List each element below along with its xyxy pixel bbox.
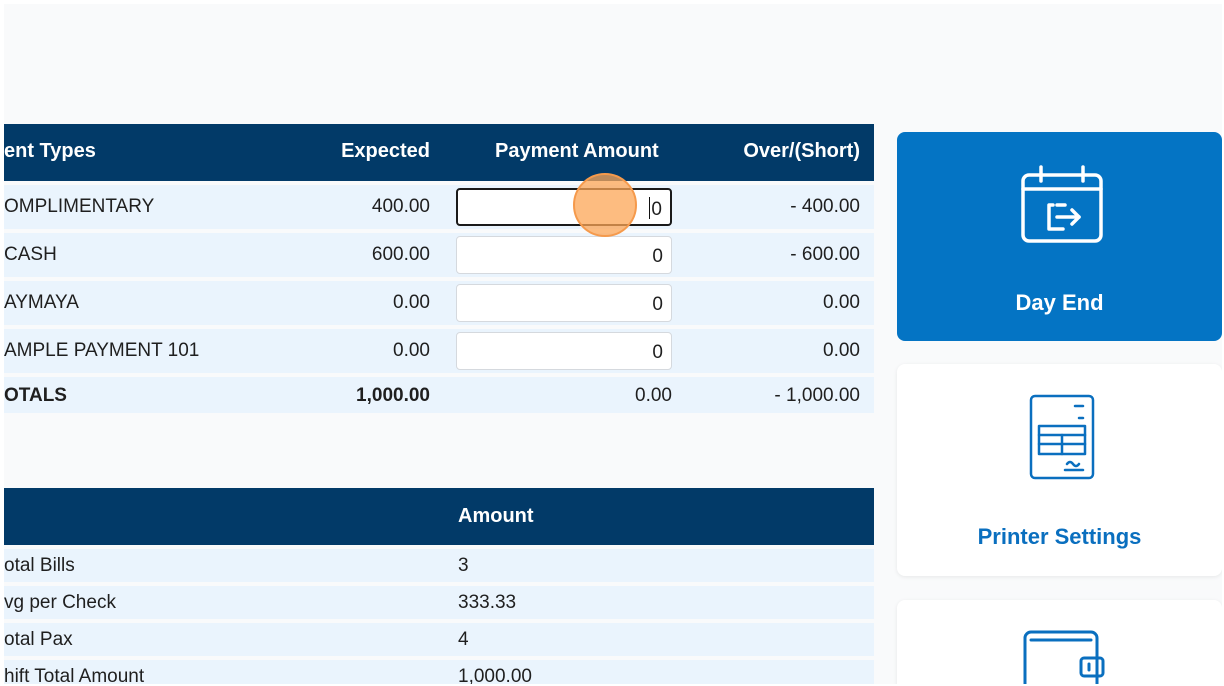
table-row: vg per Check 333.33 — [4, 586, 874, 619]
payment-amount-input[interactable]: 0 — [456, 188, 672, 226]
printer-receipt-icon — [1029, 394, 1095, 480]
summary-label: vg per Check — [4, 592, 116, 613]
shift-summary-table: Amount otal Bills 3 vg per Check 333.33 … — [4, 488, 874, 684]
expected-value: 0.00 — [393, 340, 430, 361]
main-frame: ent Types Expected Payment Amount Over/(… — [4, 4, 1222, 684]
payment-amount-value: 0 — [651, 199, 662, 220]
totals-over-short: - 1,000.00 — [774, 385, 860, 406]
header-payment-amount: Payment Amount — [495, 140, 659, 162]
payment-amount-input[interactable]: 0 — [456, 332, 672, 370]
expected-value: 400.00 — [371, 196, 430, 217]
text-caret — [649, 197, 650, 219]
summary-amount: 1,000.00 — [458, 666, 532, 684]
table-row: otal Bills 3 — [4, 549, 874, 582]
summary-table-header: Amount — [4, 488, 874, 545]
totals-row: OTALS 1,000.00 0.00 - 1,000.00 — [4, 377, 874, 413]
expected-value: 600.00 — [371, 244, 430, 265]
summary-label: otal Pax — [4, 629, 73, 650]
over-short-value: 0.00 — [823, 292, 860, 313]
over-short-value: - 600.00 — [790, 244, 860, 265]
calendar-exit-icon — [1021, 165, 1103, 243]
printer-settings-button[interactable]: Printer Settings — [897, 364, 1222, 576]
summary-label: hift Total Amount — [4, 666, 145, 684]
day-end-button[interactable]: Day End — [897, 132, 1222, 341]
totals-payment: 0.00 — [635, 385, 672, 406]
header-payment-types: ent Types — [4, 140, 96, 162]
wallet-button[interactable] — [897, 600, 1222, 684]
table-row: AMPLE PAYMENT 101 0.00 0 0.00 — [4, 329, 874, 373]
payment-type-name: CASH — [4, 244, 57, 265]
table-row: AYMAYA 0.00 0 0.00 — [4, 281, 874, 325]
day-end-label: Day End — [1015, 290, 1104, 315]
payment-types-table: ent Types Expected Payment Amount Over/(… — [4, 124, 874, 413]
table-row: otal Pax 4 — [4, 623, 874, 656]
payment-amount-input[interactable]: 0 — [456, 236, 672, 274]
payment-amount-value: 0 — [652, 294, 663, 315]
expected-value: 0.00 — [393, 292, 430, 313]
totals-label: OTALS — [4, 385, 67, 406]
printer-settings-label: Printer Settings — [977, 524, 1142, 549]
click-indicator — [573, 173, 637, 237]
payment-amount-value: 0 — [652, 246, 663, 267]
table-row: CASH 600.00 0 - 600.00 — [4, 233, 874, 277]
summary-amount: 333.33 — [458, 592, 517, 613]
summary-amount: 4 — [458, 629, 469, 650]
table-row: OMPLIMENTARY 400.00 0 - 400.00 — [4, 185, 874, 229]
payment-type-name: AMPLE PAYMENT 101 — [4, 340, 200, 361]
payment-table-header: ent Types Expected Payment Amount Over/(… — [4, 124, 874, 181]
payment-type-name: OMPLIMENTARY — [4, 196, 155, 217]
totals-expected: 1,000.00 — [356, 385, 430, 406]
payment-amount-value: 0 — [652, 342, 663, 363]
table-row: hift Total Amount 1,000.00 — [4, 660, 874, 684]
wallet-icon — [1023, 630, 1105, 684]
header-amount: Amount — [458, 505, 534, 527]
summary-label: otal Bills — [4, 555, 75, 576]
header-over-short: Over/(Short) — [743, 140, 860, 162]
payment-amount-input[interactable]: 0 — [456, 284, 672, 322]
over-short-value: - 400.00 — [790, 196, 860, 217]
payment-type-name: AYMAYA — [4, 292, 79, 313]
header-expected: Expected — [341, 140, 430, 162]
over-short-value: 0.00 — [823, 340, 860, 361]
summary-amount: 3 — [458, 555, 469, 576]
